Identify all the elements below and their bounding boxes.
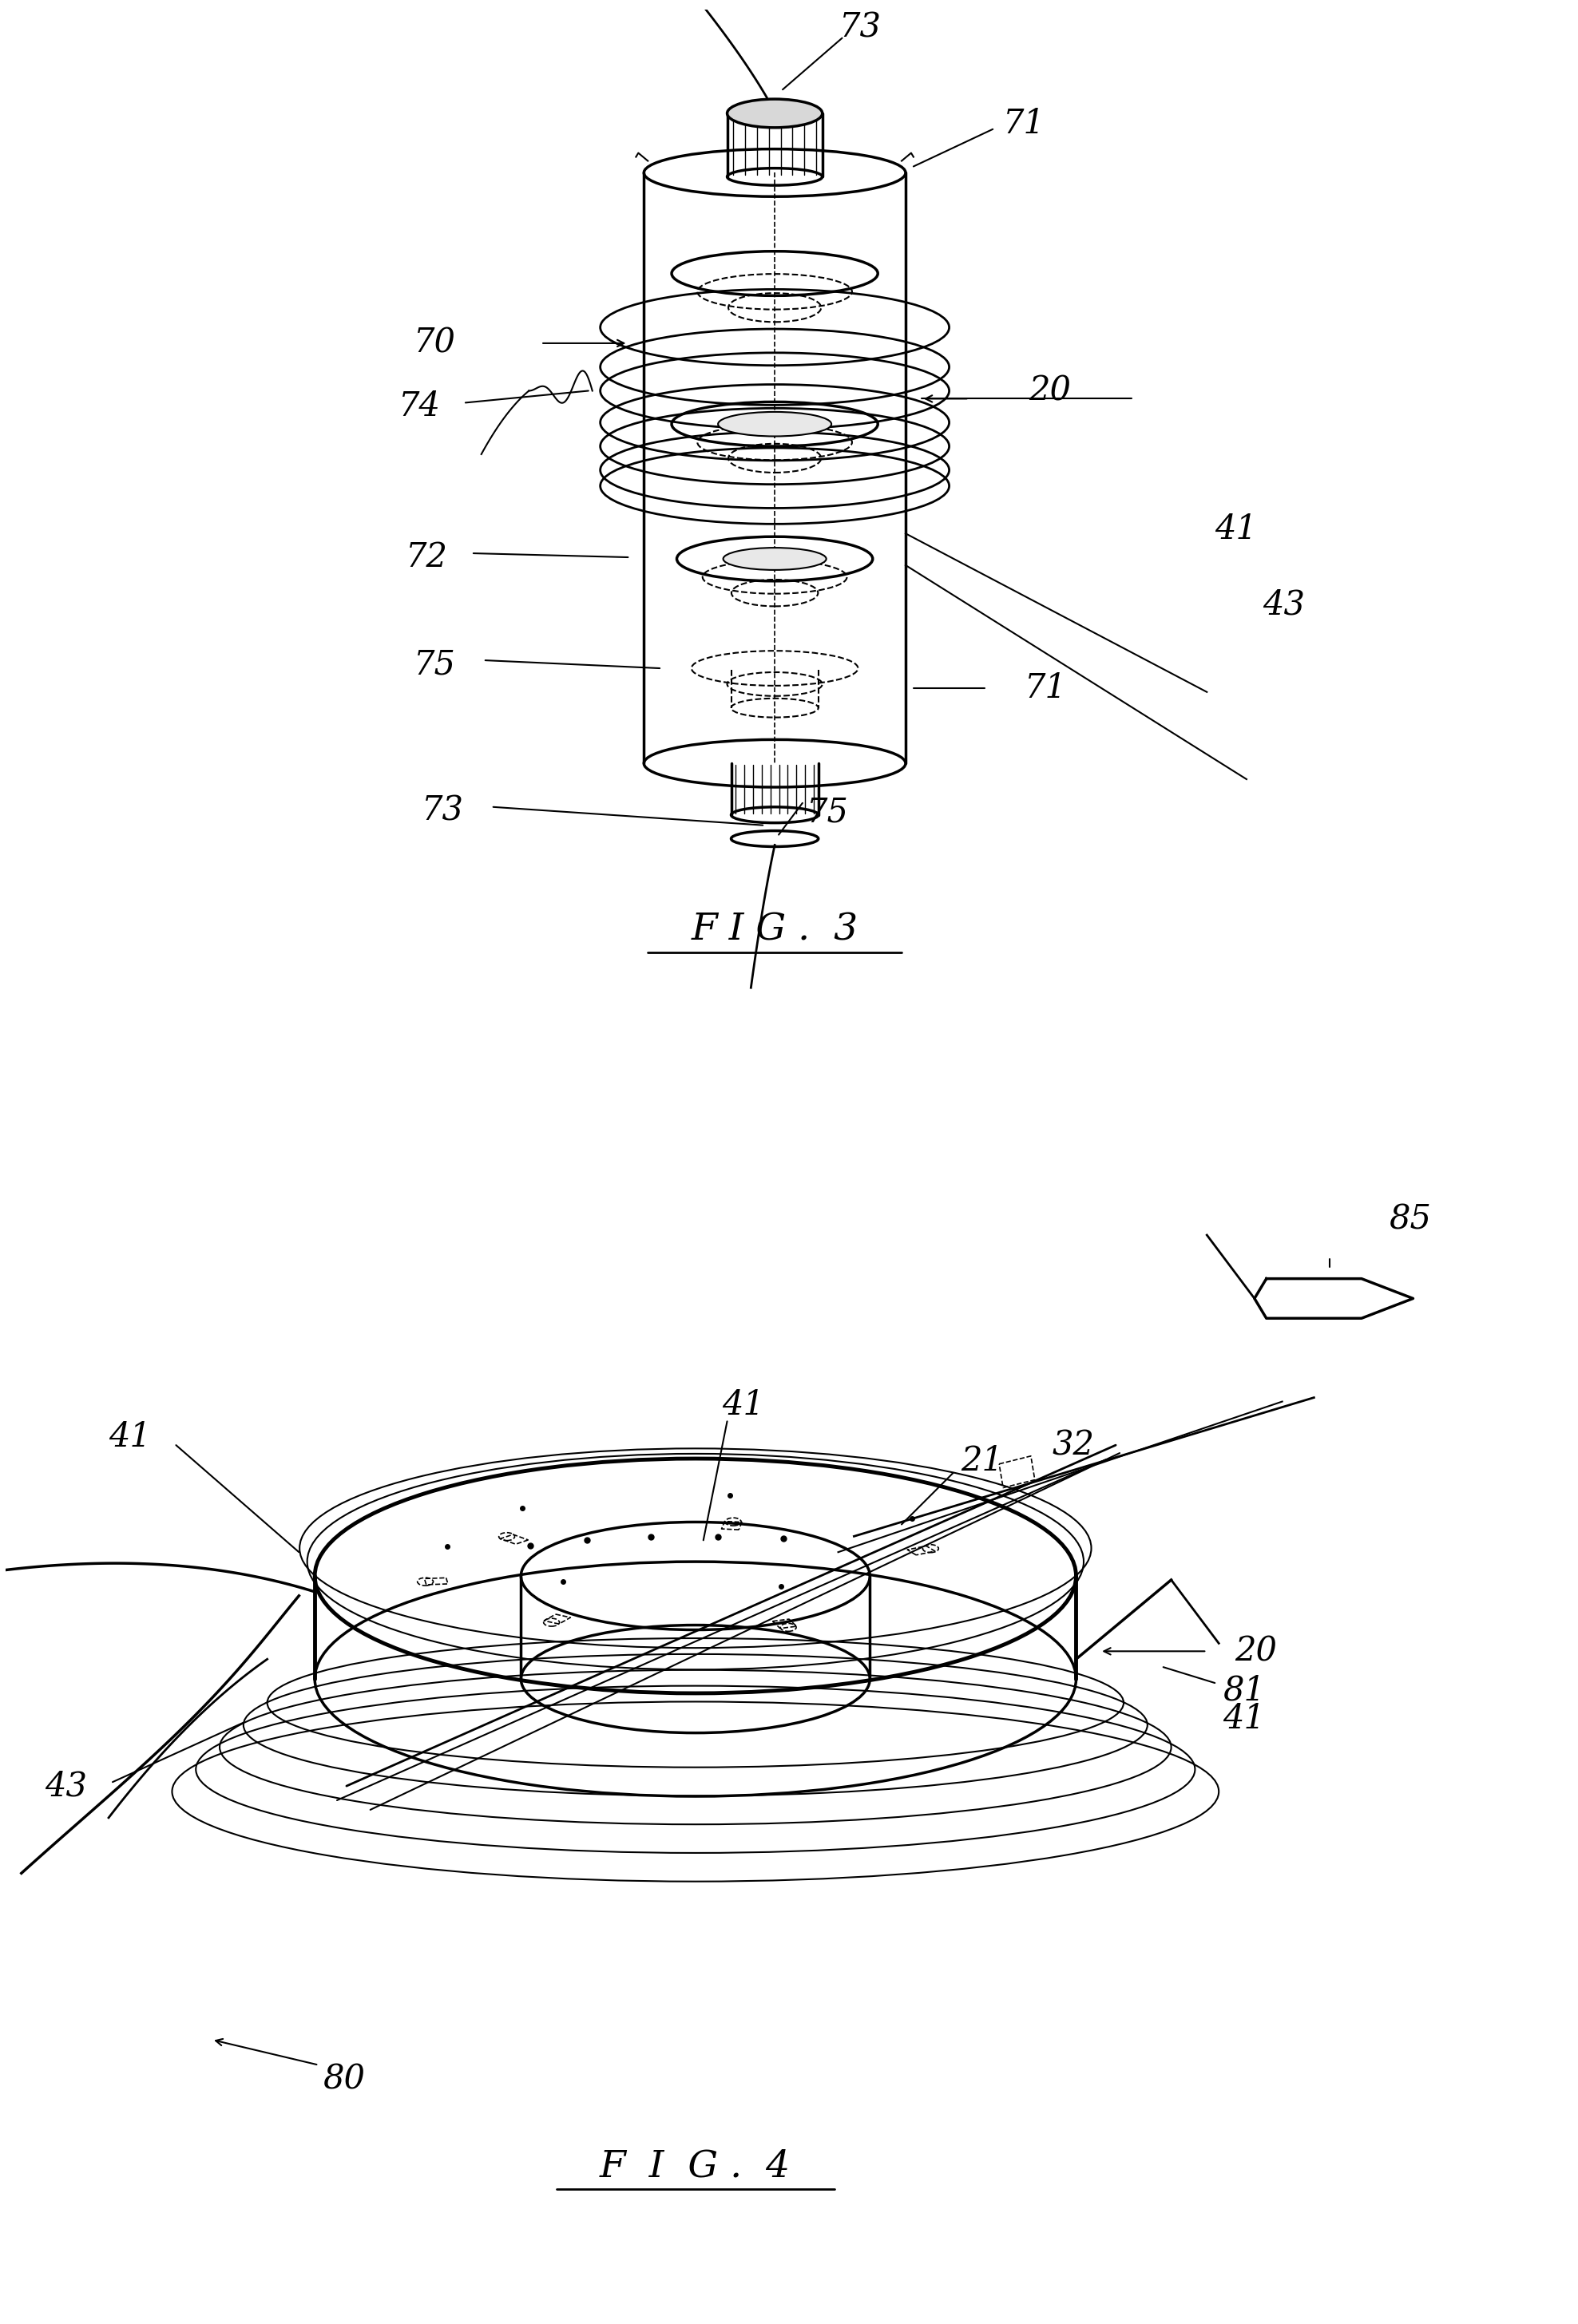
- Text: F I G .  3: F I G . 3: [691, 911, 858, 948]
- Text: 73: 73: [839, 12, 882, 44]
- Text: 20: 20: [1234, 1634, 1277, 1669]
- Text: 43: 43: [46, 1769, 87, 1803]
- Ellipse shape: [718, 411, 832, 437]
- Text: 21: 21: [961, 1443, 1004, 1478]
- Text: F  I  G .  4: F I G . 4: [600, 2147, 791, 2185]
- Text: 74: 74: [398, 390, 440, 423]
- Text: 71: 71: [1024, 672, 1067, 704]
- Text: 43: 43: [1262, 588, 1305, 621]
- Text: 20: 20: [1029, 374, 1071, 407]
- Text: 75: 75: [806, 795, 849, 830]
- Text: 41: 41: [1223, 1701, 1266, 1736]
- Text: 80: 80: [323, 2064, 365, 2096]
- Text: 41: 41: [721, 1390, 764, 1422]
- Text: 85: 85: [1389, 1202, 1431, 1236]
- Text: 75: 75: [413, 648, 456, 681]
- Ellipse shape: [727, 100, 822, 128]
- Text: 72: 72: [406, 541, 448, 574]
- Text: 41: 41: [1215, 514, 1258, 546]
- Text: 41: 41: [109, 1420, 151, 1455]
- Text: 32: 32: [1053, 1429, 1095, 1462]
- Text: 70: 70: [413, 325, 456, 360]
- Text: 71: 71: [1004, 107, 1046, 139]
- Ellipse shape: [723, 548, 827, 569]
- Text: 73: 73: [421, 795, 464, 827]
- Text: 81: 81: [1223, 1673, 1266, 1708]
